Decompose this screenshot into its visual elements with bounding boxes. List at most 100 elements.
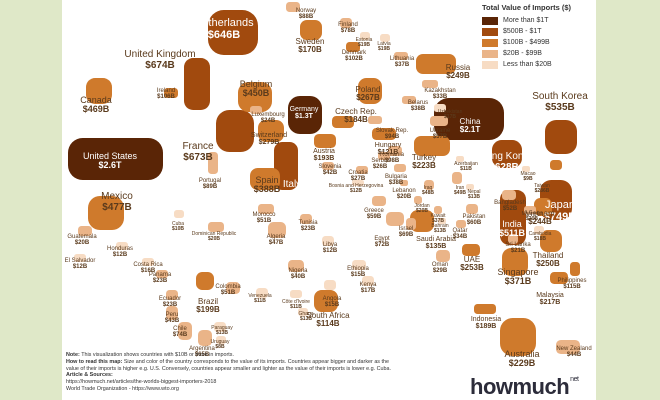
country-value: $20B — [208, 236, 220, 243]
country-value: $42B — [322, 170, 338, 177]
country-shape-vietnam — [534, 198, 552, 216]
country-shape-china — [434, 98, 504, 140]
country-shape-qatar — [456, 220, 466, 228]
country-label-el-salvador: El Salvador $12B — [65, 258, 96, 271]
country-name: South Africa — [306, 311, 350, 320]
country-shape-serbia — [378, 152, 390, 160]
country-value: $20B — [396, 194, 412, 201]
country-label-south-korea: South Korea $535B — [532, 91, 588, 113]
country-name: Singapore — [497, 267, 539, 277]
country-label-egypt: Egypt $72B — [374, 236, 389, 249]
country-name: Poland — [355, 85, 381, 94]
legend-swatch — [482, 49, 498, 58]
country-name: Hong Kong — [478, 151, 530, 162]
country-name: Ethiopia — [347, 266, 369, 272]
country-shape-ukraine — [430, 116, 448, 126]
country-label-taiwan: Taiwan $286B — [534, 183, 550, 195]
country-value: $20B — [526, 216, 538, 223]
country-name: Nigeria — [288, 268, 308, 274]
country-name: Ukraine — [429, 128, 451, 134]
country-shape-bahrain — [438, 218, 446, 224]
source-link[interactable]: https://howmuch.net/articles/the-worlds-… — [66, 379, 217, 385]
country-shape-peru — [166, 306, 178, 320]
country-value: $59B — [366, 214, 382, 221]
country-shape-myanmar — [524, 206, 536, 214]
country-name: Sri Lanka — [505, 242, 531, 248]
country-name: Kenya — [359, 282, 377, 288]
country-label-israel: Israel $69B — [399, 226, 414, 239]
country-name: Slovenia — [318, 164, 342, 170]
country-shape-france — [216, 110, 254, 152]
country-name: Cuba — [172, 221, 184, 227]
country-value: $249B — [446, 71, 470, 81]
country-shape-iraq — [424, 180, 434, 190]
country-value: $23B — [300, 226, 316, 233]
country-value: $11B — [290, 304, 302, 311]
country-name: Israel — [398, 226, 414, 232]
country-label-croatia: Croatia $27B — [348, 170, 367, 183]
country-label-tunisia: Tunisia $23B — [298, 220, 317, 233]
country-label-ghana: Ghana $13B — [298, 311, 313, 323]
country-label-india: India $511B — [499, 219, 525, 239]
country-label-myanmar: Myanmar $20B — [522, 211, 543, 223]
country-name: Lithuania — [389, 56, 415, 62]
country-name: Netherlands — [194, 17, 254, 29]
country-label-chile: Chile $74B — [173, 326, 187, 339]
country-name: Nepal — [467, 189, 481, 195]
country-shape-bulgaria — [394, 164, 406, 172]
country-label-united-states: United States $2.6T — [82, 151, 138, 171]
country-name: Panama — [148, 272, 172, 278]
country-shape-india — [500, 190, 526, 245]
country-shape-venezuela — [256, 288, 268, 298]
country-name: Japan — [545, 199, 575, 211]
country-name: New Zealand — [556, 346, 592, 352]
country-value: $24B — [260, 118, 276, 125]
country-label-france: France $673B — [182, 141, 213, 163]
country-shape-philippines — [570, 262, 580, 276]
country-value: $193B — [313, 155, 335, 163]
country-shape-new-zealand — [556, 340, 580, 354]
country-shape-thailand — [540, 230, 562, 252]
country-shape-nepal — [466, 184, 474, 190]
country-name: Kazakhstan — [424, 88, 456, 94]
country-shape-algeria — [268, 222, 286, 238]
country-label-denmark: Denmark $102B — [342, 50, 366, 63]
legend-swatch — [482, 27, 498, 36]
country-shape-hungary — [372, 128, 396, 140]
country-label-kazakhstan: Kazakhstan $33B — [424, 88, 455, 101]
country-shape-iran — [452, 172, 462, 184]
country-value: $19B — [378, 46, 390, 53]
country-shape-estonia — [360, 32, 370, 40]
country-name: Greece — [364, 208, 384, 214]
country-value: $38B — [388, 180, 404, 187]
how-to-read: How to read this map: Size and color of … — [66, 358, 391, 372]
country-value: $749B — [543, 210, 577, 223]
country-value: $72B — [374, 242, 390, 249]
country-name: India — [502, 219, 522, 229]
country-value: $223B — [412, 161, 436, 171]
country-label-iran: Iran $49B — [454, 185, 466, 197]
country-shape-united-kingdom — [184, 58, 210, 110]
country-name: United States — [82, 151, 138, 161]
map-card: United States $2.6T China $2.1T Germany $1.3T… — [62, 0, 596, 400]
country-value: $115B — [563, 284, 581, 291]
country-shape-switzerland — [258, 120, 284, 142]
country-value: $628B — [489, 161, 519, 173]
country-name: Thailand — [532, 251, 564, 260]
country-shape-macao — [522, 166, 530, 172]
legend-title: Total Value of Imports ($) — [482, 3, 572, 12]
country-shape-kazakhstan — [422, 80, 438, 88]
country-label-bangladesh: Bangladesh $52B — [494, 200, 526, 213]
country-name: Côte d'Ivoire — [282, 299, 310, 305]
country-value: $12B — [350, 188, 362, 195]
country-shape-slovenia — [322, 162, 334, 170]
country-name: Italy — [282, 179, 302, 190]
country-shape-lithuania — [394, 52, 408, 60]
country-value: $229B — [508, 358, 536, 369]
country-label-ecuador: Ecuador $23B — [159, 296, 181, 309]
country-value: $121B — [377, 149, 399, 157]
country-value: $477B — [102, 201, 132, 213]
country-shape-finland — [340, 18, 352, 28]
legend-swatch — [482, 60, 498, 69]
country-label-sweden: Sweden $170B — [296, 37, 325, 55]
